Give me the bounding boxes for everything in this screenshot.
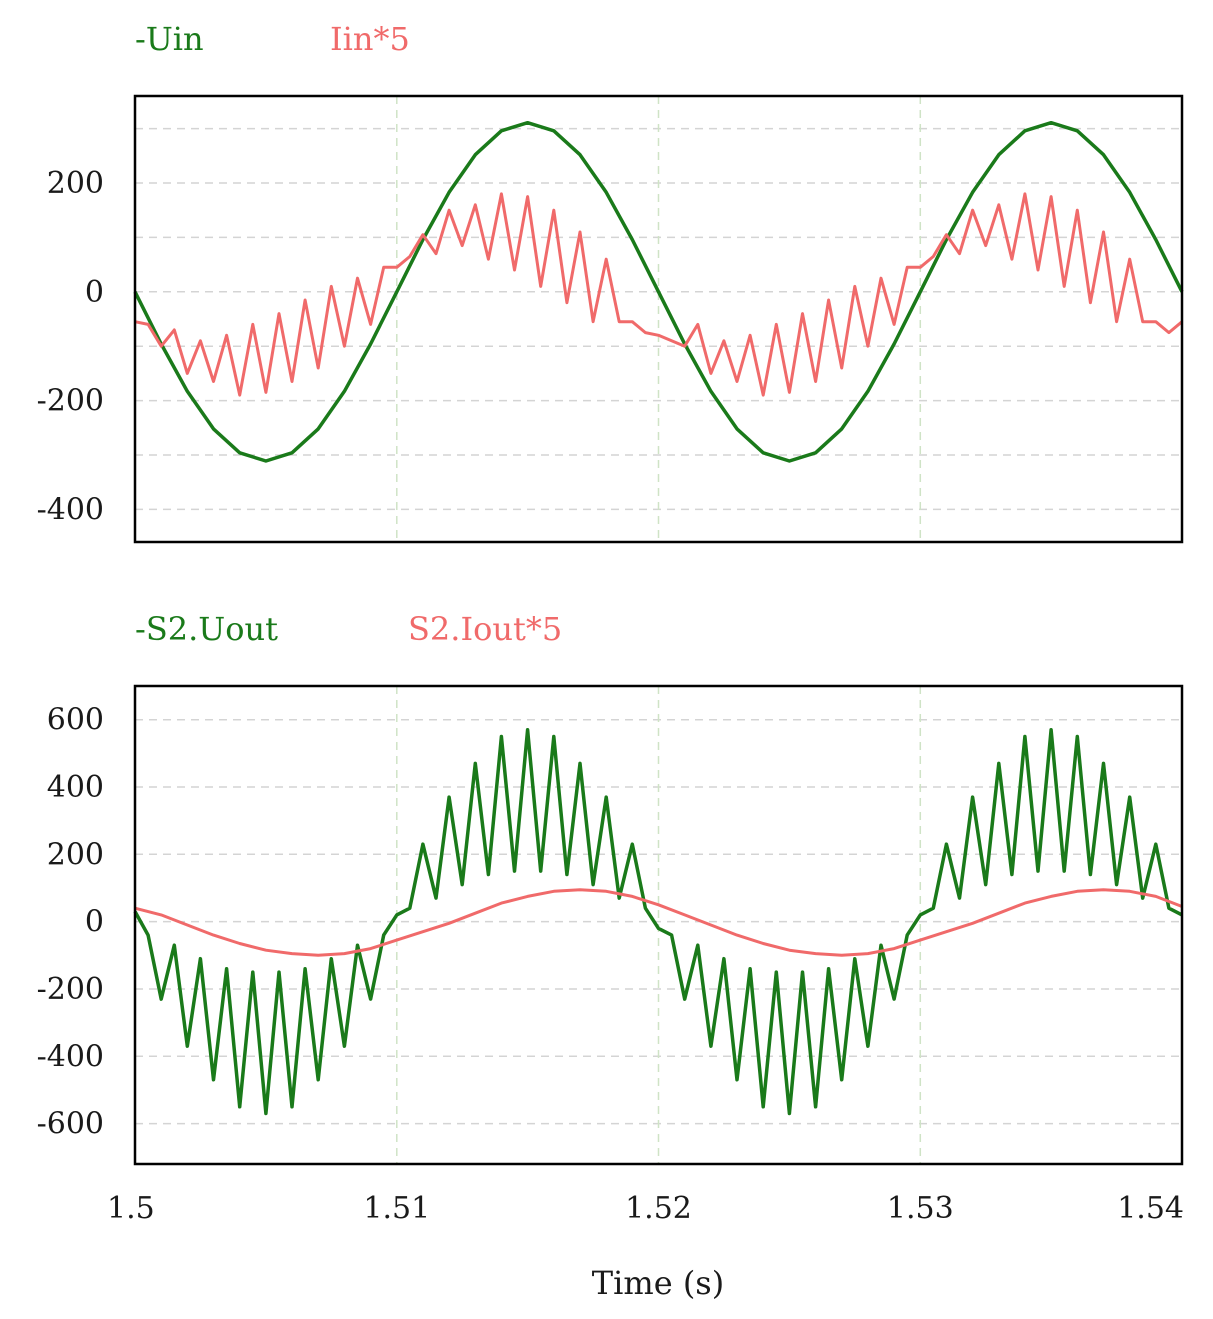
series-line <box>133 728 1183 1116</box>
y-tick-label: -600 <box>37 1107 104 1142</box>
bottom-plot-panel: -S2.Uout S2.Iout*5 600 400 200 0 -200 -400 -60… <box>37 610 1184 1302</box>
y-tick-label: -400 <box>37 492 104 527</box>
bottom-y-ticks: 600 400 200 0 -200 -400 -600 <box>37 703 104 1142</box>
bottom-legend-iout: S2.Iout*5 <box>408 610 562 648</box>
top-legend-iin: Iin*5 <box>330 20 410 58</box>
top-series <box>133 120 1184 463</box>
top-y-ticks: 200 0 -200 -400 <box>37 166 104 527</box>
y-tick-label: 0 <box>85 275 104 310</box>
x-tick-label: 1.5 <box>107 1191 155 1226</box>
x-tick-label: 1.54 <box>1117 1191 1184 1226</box>
y-tick-label: -200 <box>37 384 104 419</box>
bottom-x-ticks: 1.5 1.51 1.52 1.53 1.54 <box>107 1191 1184 1226</box>
y-tick-label: 200 <box>47 837 104 872</box>
bottom-legend-uout: -S2.Uout <box>135 610 278 648</box>
y-tick-label: 400 <box>47 770 104 805</box>
series-line <box>133 120 1184 463</box>
x-axis-title: Time (s) <box>592 1264 724 1302</box>
top-grid <box>135 96 1182 542</box>
x-tick-label: 1.51 <box>363 1191 430 1226</box>
bottom-grid <box>135 686 1182 1164</box>
y-tick-label: 200 <box>47 166 104 201</box>
y-tick-label: -200 <box>37 972 104 1007</box>
bottom-plot-frame <box>133 684 1184 1166</box>
y-tick-label: 0 <box>85 905 104 940</box>
top-plot-panel: -Uin Iin*5 200 0 -200 -400 <box>37 20 1184 544</box>
bottom-series <box>133 728 1183 1116</box>
x-tick-label: 1.53 <box>887 1191 954 1226</box>
top-legend-uin: -Uin <box>135 20 204 58</box>
top-plot-frame <box>133 94 1184 544</box>
y-tick-label: 600 <box>47 703 104 738</box>
series-line <box>134 888 1183 957</box>
series-line <box>134 192 1183 397</box>
x-tick-label: 1.52 <box>625 1191 692 1226</box>
y-tick-label: -400 <box>37 1039 104 1074</box>
